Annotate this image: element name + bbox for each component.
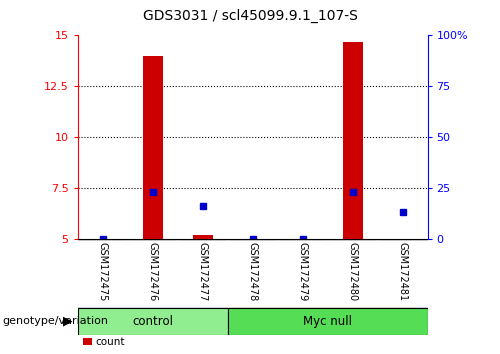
Text: count: count xyxy=(96,337,125,347)
Bar xyxy=(142,56,163,239)
Text: ▶: ▶ xyxy=(63,315,72,328)
Text: GSM172477: GSM172477 xyxy=(198,242,207,302)
Text: genotype/variation: genotype/variation xyxy=(2,316,108,326)
Bar xyxy=(228,308,428,335)
Text: Myc null: Myc null xyxy=(303,315,352,328)
Text: GSM172480: GSM172480 xyxy=(348,242,358,302)
Text: GSM172481: GSM172481 xyxy=(398,242,407,302)
Text: GSM172479: GSM172479 xyxy=(298,242,308,302)
Text: GSM172475: GSM172475 xyxy=(98,242,108,302)
Bar xyxy=(78,308,228,335)
Text: GDS3031 / scl45099.9.1_107-S: GDS3031 / scl45099.9.1_107-S xyxy=(142,9,358,23)
Text: control: control xyxy=(132,315,173,328)
Bar xyxy=(342,41,362,239)
Text: GSM172476: GSM172476 xyxy=(148,242,158,302)
Bar xyxy=(192,235,212,239)
Text: GSM172478: GSM172478 xyxy=(248,242,258,302)
